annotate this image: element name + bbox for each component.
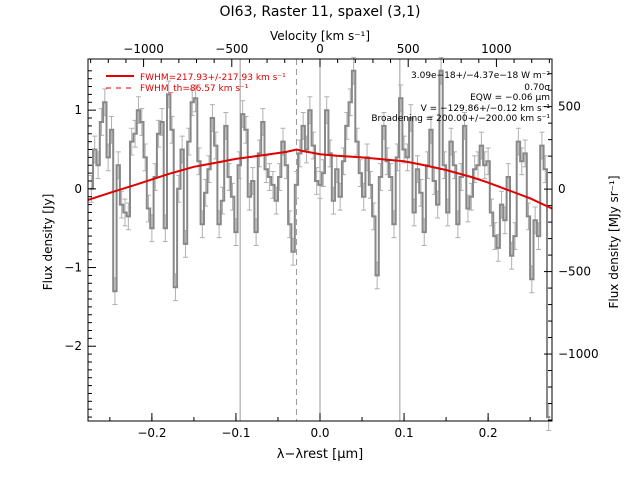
x-tick-label: 0.1 bbox=[395, 426, 414, 440]
annotation-velocity: V = −129.86+/−0.12 km s⁻¹ bbox=[421, 104, 551, 114]
top-tick-label: −1000 bbox=[123, 42, 164, 56]
annotation-sigma: 0.70σ bbox=[524, 83, 550, 93]
right-tick-label: −1000 bbox=[558, 347, 599, 361]
legend-th-label: FWHM_th=86.57 km s⁻¹ bbox=[140, 84, 249, 94]
y-tick-label: −1 bbox=[64, 261, 82, 275]
fit-line bbox=[87, 148, 553, 210]
spectrum-step-line bbox=[89, 69, 551, 419]
legend-fit-label: FWHM=217.93+/-217.93 km s⁻¹ bbox=[140, 73, 286, 83]
annotation-flux: 3.09e−18+/−4.37e−18 W m⁻² bbox=[411, 71, 550, 81]
y-axis-label: Flux density [Jy] bbox=[41, 194, 55, 291]
annotation-eqw: EQW = −0.06 µm bbox=[470, 93, 550, 103]
y-tick-label: −2 bbox=[64, 339, 82, 353]
top-tick-label: 1000 bbox=[481, 42, 512, 56]
top-tick-label: −500 bbox=[215, 42, 248, 56]
annotations: 3.09e−18+/−4.37e−18 W m⁻² 0.70σ EQW = −0… bbox=[371, 71, 550, 124]
legend: FWHM=217.93+/-217.93 km s⁻¹ FWHM_th=86.5… bbox=[106, 73, 286, 94]
right-tick-label: 0 bbox=[558, 182, 566, 196]
top-axis-label: Velocity [km s⁻¹] bbox=[270, 29, 370, 43]
right-axis-label: Flux density [MJy sr⁻¹] bbox=[607, 175, 621, 308]
y-tick-label: 1 bbox=[74, 103, 82, 117]
y-tick-label: 0 bbox=[74, 182, 82, 196]
x-tick-label: −0.1 bbox=[221, 426, 250, 440]
annotation-broadening: Broadening = 200.00+/−200.00 km s⁻¹ bbox=[371, 114, 550, 124]
x-tick-label: 0.0 bbox=[310, 426, 329, 440]
axes: −0.2 −0.1 0.0 0.1 0.2 −1000 −500 0 500 1000 −2 −1 0 1… bbox=[64, 42, 598, 440]
chart-title: OI63, Raster 11, spaxel (3,1) bbox=[220, 4, 421, 20]
x-axis-label: λ−λrest [µm] bbox=[277, 447, 363, 462]
top-tick-label: 500 bbox=[397, 42, 420, 56]
right-tick-label: −500 bbox=[558, 265, 591, 279]
x-tick-label: −0.2 bbox=[137, 426, 166, 440]
top-tick-label: 0 bbox=[316, 42, 324, 56]
x-tick-label: 0.2 bbox=[479, 426, 498, 440]
right-tick-label: 500 bbox=[558, 100, 581, 114]
